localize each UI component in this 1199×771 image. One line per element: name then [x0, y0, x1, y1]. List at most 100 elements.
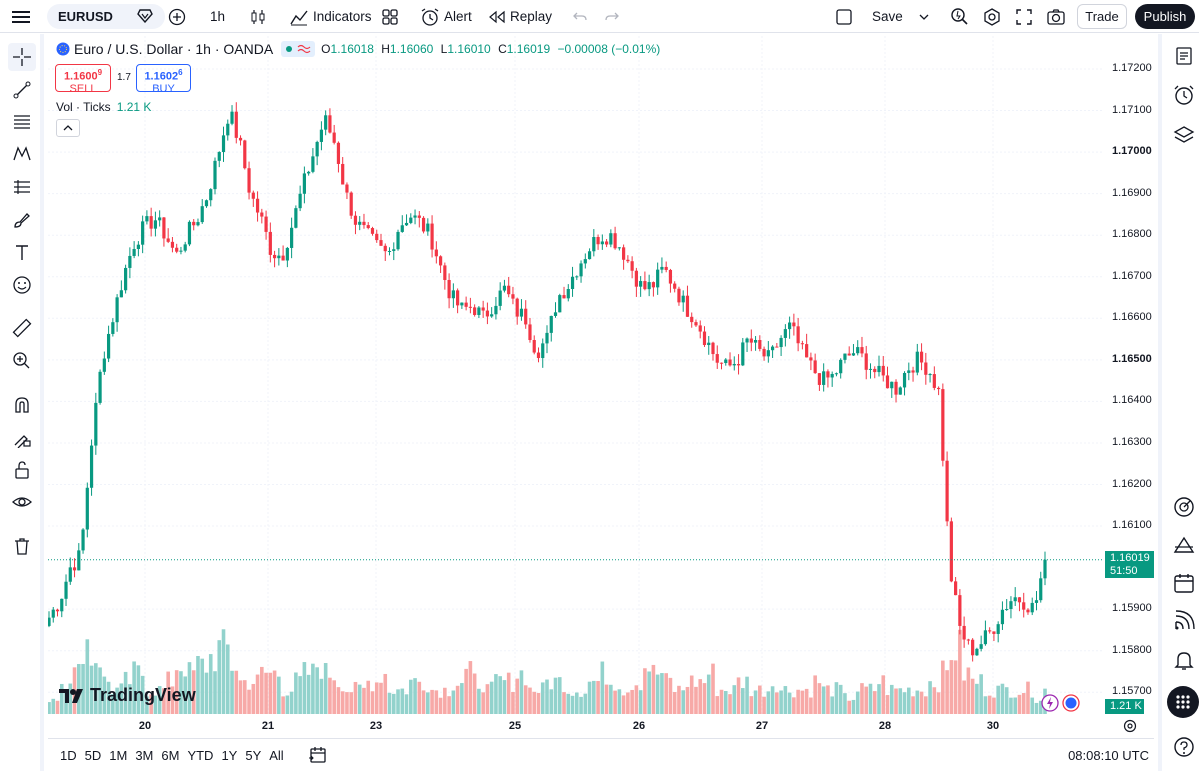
candle-body — [48, 617, 51, 626]
redo-icon[interactable] — [604, 0, 620, 33]
candle-body — [502, 285, 507, 291]
save-button[interactable]: Save — [872, 9, 903, 24]
candle-body — [541, 343, 545, 359]
symbol-search[interactable]: EURUSD — [47, 4, 165, 29]
candle-body — [166, 238, 170, 242]
volume-bar — [285, 695, 290, 714]
layers-icon[interactable] — [1170, 121, 1198, 149]
symbol-name: EURUSD — [58, 9, 113, 24]
trash-icon[interactable] — [8, 532, 36, 560]
candle-body — [64, 581, 68, 599]
ruler-icon[interactable] — [8, 314, 36, 342]
range-button-1d[interactable]: 1D — [60, 747, 77, 763]
lightning-event-icon[interactable] — [1041, 694, 1059, 715]
candle-body — [1030, 602, 1034, 613]
notifications-bell-icon[interactable] — [1170, 646, 1198, 674]
target-icon[interactable] — [1170, 493, 1198, 521]
volume-bar — [255, 674, 260, 714]
camera-icon[interactable] — [1046, 0, 1066, 33]
eye-icon[interactable] — [8, 488, 36, 516]
undo-icon[interactable] — [572, 0, 588, 33]
unlock-icon[interactable] — [8, 456, 36, 484]
volume-bar — [51, 698, 56, 714]
volume-legend[interactable]: Vol · Ticks 1.21 K — [56, 100, 152, 114]
range-button-all[interactable]: All — [269, 747, 284, 763]
candle-body — [170, 241, 175, 248]
candle-body — [81, 529, 85, 551]
alerts-clock-icon[interactable] — [1170, 81, 1198, 109]
range-button-ytd[interactable]: YTD — [187, 747, 214, 763]
symbol-legend[interactable]: Euro / U.S. Dollar · 1h · OANDA O1.16018… — [56, 41, 660, 57]
calendar-icon[interactable] — [1170, 569, 1198, 597]
magnet-icon[interactable] — [8, 391, 36, 419]
axis-settings-gear-icon[interactable] — [1123, 719, 1137, 736]
volume-bar — [655, 674, 660, 714]
ideas-icon[interactable] — [1170, 531, 1198, 559]
candle-body — [813, 360, 817, 374]
fib-retracement-icon[interactable] — [8, 108, 36, 136]
quick-search-icon[interactable] — [950, 0, 970, 33]
volume-bar — [426, 692, 430, 714]
volume-bar — [383, 673, 388, 714]
emoji-icon[interactable] — [8, 271, 36, 299]
date-range-calendar-icon[interactable] — [308, 746, 328, 764]
candle-body — [532, 340, 536, 353]
economic-event-globe-icon[interactable] — [1062, 694, 1080, 715]
volume-bar — [532, 691, 537, 714]
menu-icon[interactable] — [12, 0, 32, 33]
publish-button[interactable]: Publish — [1135, 4, 1195, 29]
buy-button[interactable]: 1.16026 BUY — [136, 64, 191, 95]
range-button-5d[interactable]: 5D — [84, 747, 102, 763]
trend-line-icon[interactable] — [8, 76, 36, 104]
utc-clock[interactable]: 08:08:10 UTC — [1068, 747, 1149, 763]
tradingview-logo[interactable]: TradingView — [58, 685, 196, 706]
range-button-1y[interactable]: 1Y — [221, 747, 238, 763]
fullscreen-icon[interactable] — [1015, 0, 1033, 33]
price-chart[interactable] — [48, 36, 1154, 736]
range-button-1m[interactable]: 1M — [109, 747, 128, 763]
zoom-in-icon[interactable] — [8, 347, 36, 375]
volume-bar — [481, 692, 485, 714]
volume-bar — [59, 683, 64, 714]
indicators-button[interactable]: Indicators — [289, 0, 372, 33]
range-button-3m[interactable]: 3M — [135, 747, 154, 763]
trade-button[interactable]: Trade — [1077, 4, 1127, 29]
collapse-legend-button[interactable] — [56, 119, 80, 137]
eu-flag-icon — [56, 42, 70, 56]
volume-bar — [834, 682, 839, 714]
save-dropdown-chevron-icon[interactable] — [919, 0, 929, 33]
chart-type-button[interactable] — [249, 0, 267, 33]
volume-bar — [328, 677, 332, 714]
candle-body — [221, 135, 226, 153]
replay-button[interactable]: Replay — [488, 0, 552, 33]
compare-symbol-button[interactable] — [168, 0, 186, 33]
volume-bar — [851, 699, 856, 714]
range-button-5y[interactable]: 5Y — [245, 747, 262, 763]
top-toolbar: EURUSD 1h Indicators Alert Replay Save — [0, 0, 1199, 33]
layouts-button[interactable] — [381, 0, 399, 33]
help-icon[interactable] — [1170, 733, 1198, 761]
date-tick-label: 30 — [986, 720, 1000, 732]
range-button-6m[interactable]: 6M — [161, 747, 180, 763]
lock-drawing-icon[interactable] — [8, 424, 36, 452]
market-status-badge[interactable] — [281, 41, 316, 57]
volume-bar — [498, 676, 502, 714]
alert-button[interactable]: Alert — [420, 0, 472, 33]
news-feed-icon[interactable] — [1170, 607, 1198, 635]
apps-grid-icon[interactable] — [1167, 686, 1199, 718]
interval-button[interactable]: 1h — [210, 9, 226, 24]
volume-bar — [574, 692, 579, 714]
watchlist-icon[interactable] — [1170, 42, 1198, 70]
volume-bar — [621, 695, 626, 714]
settings-hexagon-icon[interactable] — [982, 0, 1002, 33]
prediction-icon[interactable] — [8, 173, 36, 201]
text-tool-icon[interactable] — [8, 239, 36, 267]
candle-body — [268, 231, 272, 255]
brush-icon[interactable] — [8, 206, 36, 234]
pattern-icon[interactable] — [8, 140, 36, 168]
sell-button[interactable]: 1.16009 SELL — [55, 64, 111, 95]
crosshair-icon[interactable] — [8, 43, 36, 71]
layout-square-icon[interactable] — [835, 0, 853, 33]
candle-body — [996, 624, 1000, 634]
candle-body — [809, 357, 813, 361]
